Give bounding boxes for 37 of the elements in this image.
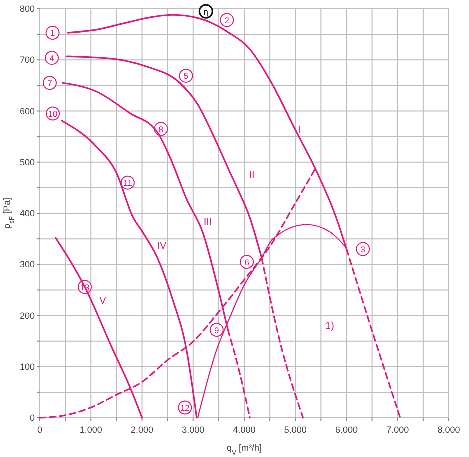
- x-tick-label: 8.000: [438, 425, 460, 435]
- y-tick-label: 700: [20, 55, 35, 66]
- x-tick-label: 6.000: [335, 425, 358, 435]
- series-label: II: [249, 170, 255, 181]
- y-tick-label: 100: [20, 362, 35, 372]
- annotation: 6: [244, 257, 250, 268]
- annotation: 10: [48, 109, 58, 120]
- x-tick-label: 5.000: [284, 425, 307, 435]
- series-label: I: [298, 125, 302, 136]
- y-tick-label: 800: [20, 4, 35, 14]
- annotation: 2: [224, 15, 230, 26]
- annotation: 3: [360, 244, 366, 254]
- annotation: 1): [326, 321, 334, 332]
- x-tick-label: 4.000: [233, 425, 256, 435]
- y-tick-label: 500: [20, 157, 35, 168]
- annotation: 9: [214, 325, 220, 336]
- x-tick-label: 7.000: [386, 425, 410, 435]
- x-axis-title: q$_{V}$ [m³/h]: [226, 443, 262, 456]
- y-tick-label: 600: [20, 106, 35, 116]
- series-label: V: [100, 296, 107, 307]
- annotation: 5: [184, 71, 189, 82]
- annotation: 8: [158, 124, 164, 134]
- series-label: IV: [157, 241, 168, 252]
- annotation: 1: [50, 28, 56, 38]
- annotation: 7: [48, 78, 53, 88]
- y-tick-label: 200: [20, 310, 35, 321]
- y-tick-label: 300: [20, 260, 35, 270]
- x-tick-label: 3.000: [182, 425, 205, 435]
- x-tick-label: 2.000: [130, 425, 154, 435]
- annotation: 4: [50, 53, 55, 64]
- series-label: III: [204, 217, 212, 228]
- x-tick-label: 0: [37, 425, 43, 435]
- y-tick-label: 0: [30, 413, 35, 423]
- annotation: 11: [124, 178, 133, 188]
- x-tick-label: 1.000: [80, 425, 102, 435]
- y-tick-label: 400: [20, 208, 35, 218]
- annotation: η: [204, 6, 209, 17]
